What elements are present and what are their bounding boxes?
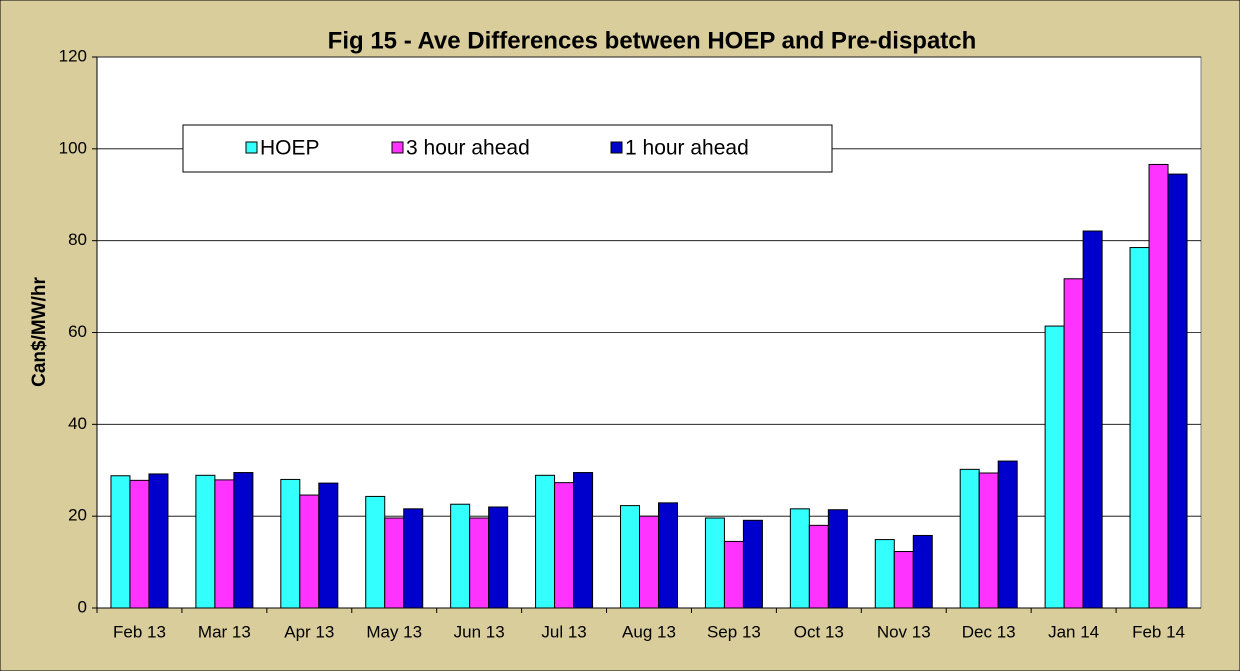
bar	[214, 479, 235, 609]
legend-swatch	[391, 141, 404, 154]
x-tick-label: Jul 13	[541, 622, 586, 641]
y-tick-label: 120	[59, 46, 87, 65]
bar	[789, 508, 810, 609]
legend-box	[182, 124, 833, 173]
bar	[893, 551, 914, 609]
bar	[1063, 278, 1084, 609]
y-axis-label: Can$/MW/hr	[29, 277, 50, 387]
bar	[827, 509, 848, 609]
bar	[318, 482, 339, 609]
bar	[195, 474, 216, 609]
bar	[299, 494, 320, 609]
x-tick-label: Mar 13	[198, 622, 251, 641]
y-tick-label: 100	[59, 138, 87, 157]
bar	[280, 478, 301, 609]
x-tick-label: Feb 14	[1132, 622, 1185, 641]
y-tick-label: 80	[68, 230, 87, 249]
bar	[874, 539, 895, 609]
bar	[450, 503, 471, 609]
bar	[742, 519, 763, 609]
bar	[403, 508, 424, 609]
bar	[1129, 247, 1150, 609]
bar	[723, 540, 744, 609]
bar	[1082, 230, 1103, 609]
chart-title: Fig 15 - Ave Differences between HOEP an…	[328, 27, 977, 54]
bar	[233, 472, 254, 609]
bar	[1044, 325, 1065, 609]
bar	[808, 524, 829, 609]
x-tick-label: Aug 13	[622, 622, 676, 641]
bar	[639, 515, 659, 609]
bar	[959, 468, 980, 609]
legend-swatch	[610, 141, 623, 154]
x-tick-label: Jun 13	[454, 622, 505, 641]
bar	[912, 534, 933, 609]
x-tick-label: May 13	[366, 622, 422, 641]
bar	[148, 473, 169, 609]
x-tick-label: Sep 13	[707, 622, 761, 641]
bar	[469, 517, 490, 609]
bar	[554, 482, 575, 609]
bar	[110, 475, 131, 609]
bar	[620, 505, 640, 609]
x-tick-label: Nov 13	[877, 622, 931, 641]
bar	[1148, 163, 1169, 609]
bar	[129, 479, 150, 609]
x-tick-label: Feb 13	[113, 622, 166, 641]
x-tick-label: Dec 13	[962, 622, 1016, 641]
bar	[1167, 173, 1188, 609]
bar	[658, 502, 678, 609]
x-tick-label: Jan 14	[1048, 622, 1099, 641]
bar	[997, 460, 1018, 609]
x-tick-label: Apr 13	[284, 622, 334, 641]
bar	[978, 472, 999, 609]
legend-swatch	[245, 141, 258, 154]
bar	[488, 506, 509, 609]
bar	[573, 472, 594, 609]
y-tick-label: 0	[78, 597, 87, 616]
bar	[704, 517, 725, 609]
legend-label: HOEP	[260, 137, 320, 160]
y-tick-label: 40	[68, 414, 87, 433]
y-tick-label: 60	[68, 322, 87, 341]
y-tick-label: 20	[68, 506, 87, 525]
bar	[384, 517, 405, 609]
x-tick-label: Oct 13	[794, 622, 844, 641]
bar	[365, 495, 386, 609]
bar	[535, 474, 556, 609]
legend-label: 1 hour ahead	[625, 137, 749, 160]
legend-label: 3 hour ahead	[406, 137, 530, 160]
